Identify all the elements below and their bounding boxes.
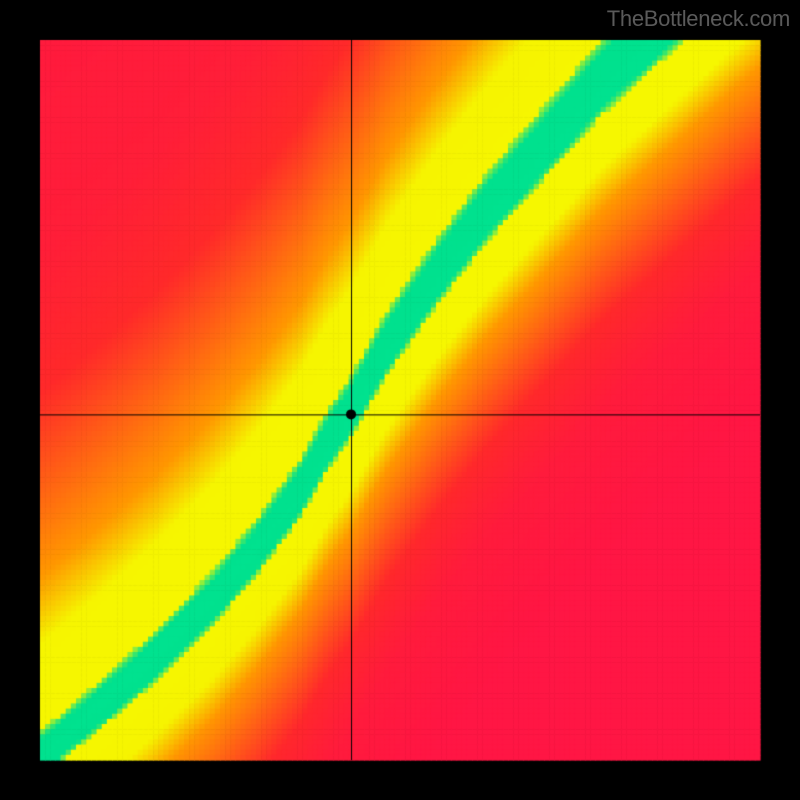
watermark-text: TheBottleneck.com xyxy=(607,6,790,32)
bottleneck-heatmap xyxy=(0,0,800,800)
chart-container: TheBottleneck.com xyxy=(0,0,800,800)
